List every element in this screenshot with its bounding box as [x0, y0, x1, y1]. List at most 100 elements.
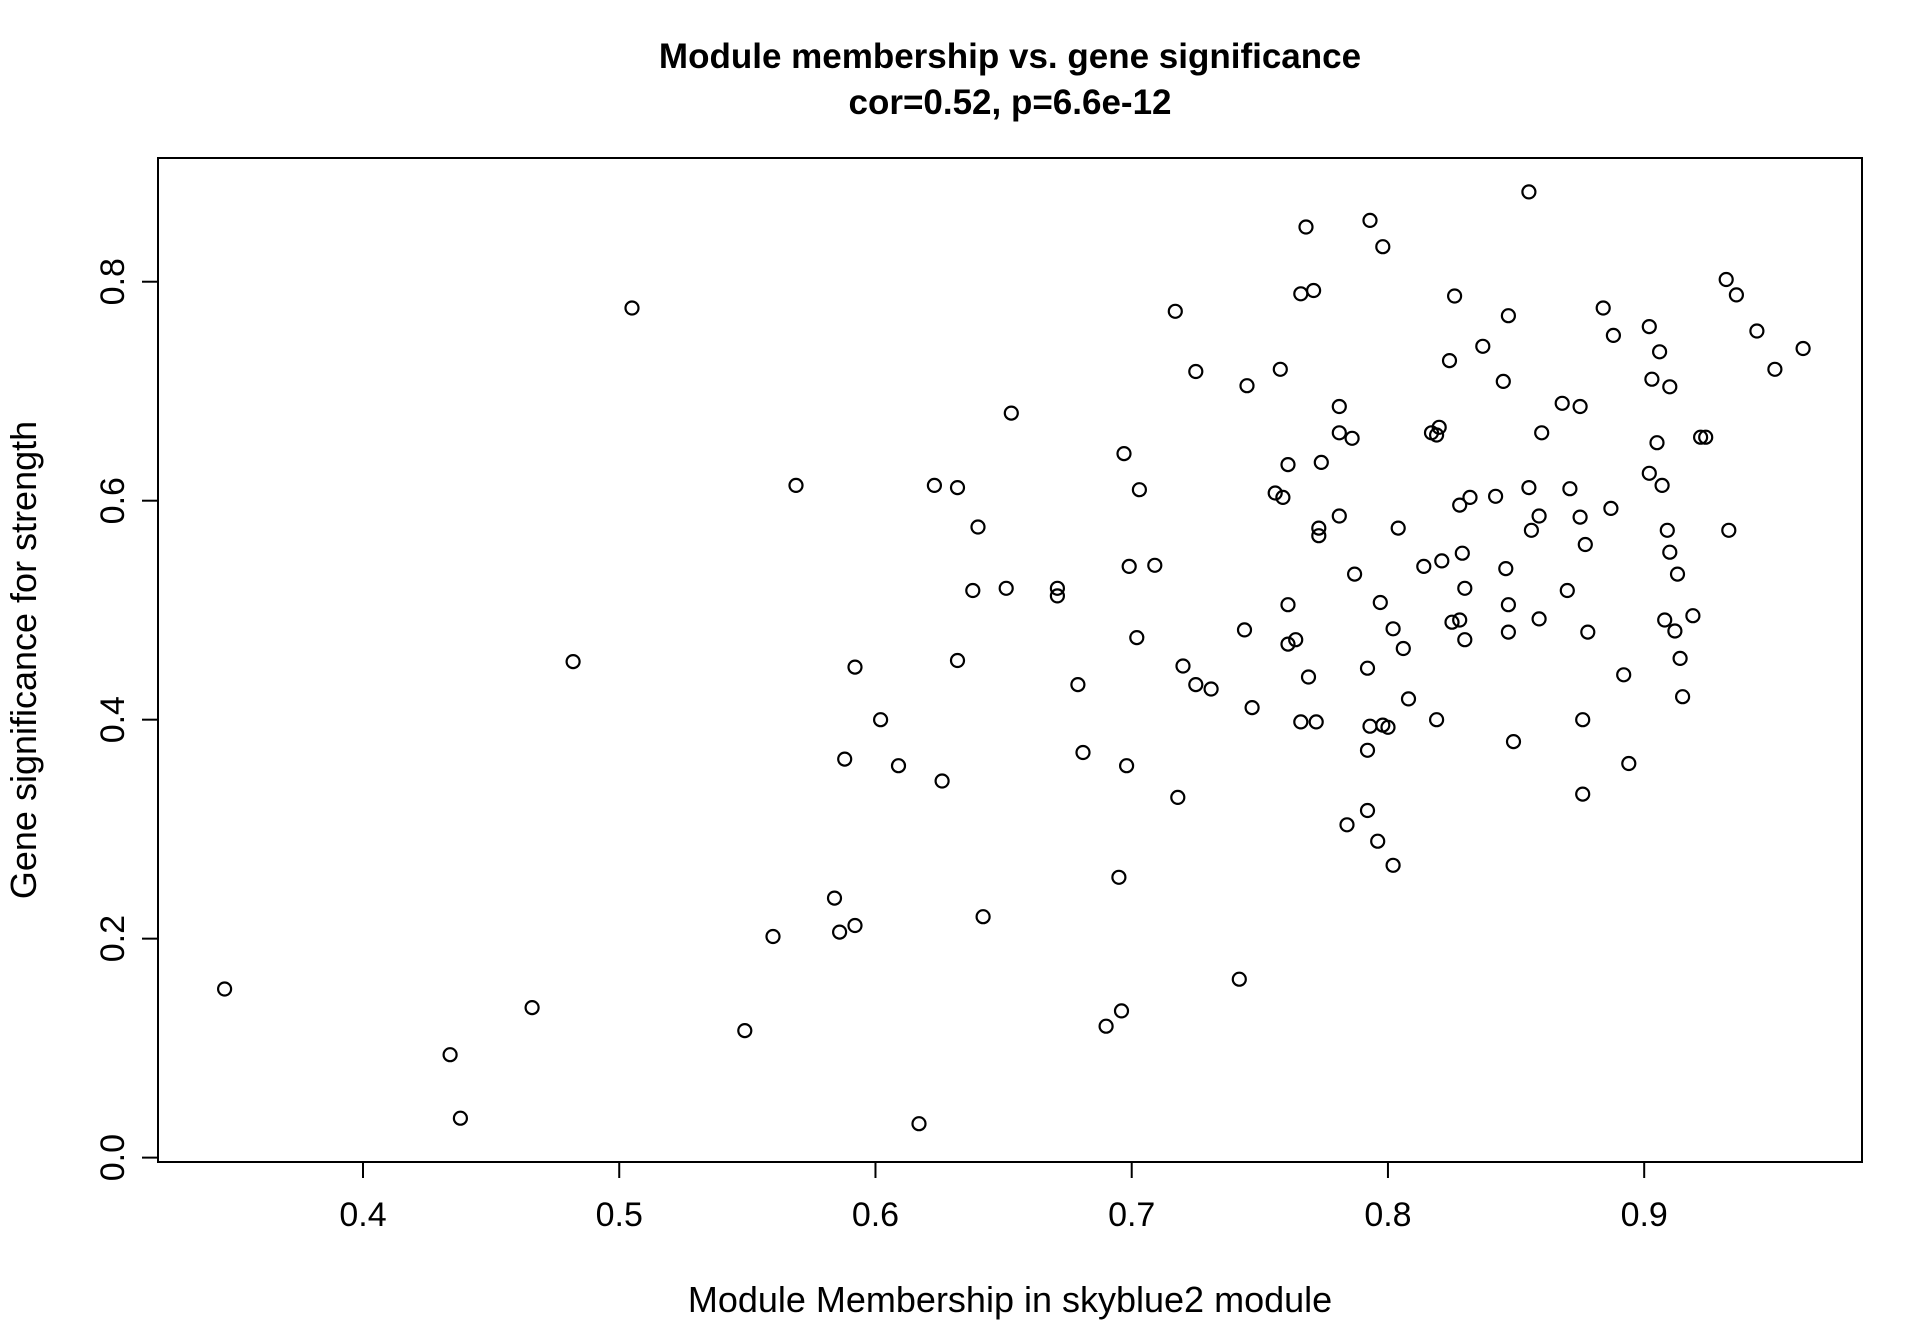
data-point [1685, 608, 1701, 624]
data-point [1362, 212, 1378, 228]
data-point [1372, 594, 1388, 611]
data-point [1375, 239, 1391, 255]
data-point [1505, 733, 1522, 750]
data-point [1298, 219, 1314, 235]
data-point [1444, 614, 1460, 630]
x-tick-label: 0.8 [1364, 1196, 1411, 1234]
data-point [1147, 557, 1163, 573]
data-point [1428, 712, 1445, 728]
data-point [1049, 580, 1066, 596]
data-point [934, 773, 950, 789]
data-point [1311, 520, 1327, 536]
data-point [1605, 327, 1622, 343]
data-point [826, 890, 843, 906]
data-point [1452, 612, 1468, 628]
data-point [1498, 560, 1514, 577]
data-point [1531, 611, 1547, 627]
data-point [1188, 363, 1204, 380]
data-point [1305, 282, 1322, 299]
data-point [1434, 553, 1450, 569]
data-point [1231, 971, 1247, 987]
data-point [1562, 481, 1578, 497]
data-point [1070, 676, 1086, 693]
data-point [1293, 286, 1309, 302]
data-point [452, 1110, 468, 1126]
data-point [1692, 429, 1709, 445]
data-point [1795, 340, 1811, 357]
y-axis-label: Gene significance for strength [3, 421, 44, 899]
data-point [1416, 558, 1432, 575]
data-point [1572, 398, 1588, 415]
data-point [1111, 869, 1127, 885]
data-point [1129, 629, 1145, 646]
data-point [1113, 1003, 1130, 1019]
data-point [1385, 857, 1401, 873]
data-point [1577, 536, 1593, 553]
data-point [949, 652, 966, 669]
y-tick-label: 0.2 [94, 915, 132, 962]
data-point [1380, 719, 1396, 735]
x-tick-label: 0.4 [339, 1196, 386, 1234]
data-point [975, 909, 991, 925]
data-point [847, 917, 863, 934]
data-point [1236, 622, 1253, 638]
data-point [1595, 300, 1611, 316]
data-point [1654, 477, 1670, 493]
x-axis-label: Module Membership in skyblue2 module [688, 1279, 1332, 1320]
data-point [890, 758, 907, 774]
data-point [1641, 465, 1657, 481]
y-axis-ticks: 0.0 0.2 0.4 0.6 0.8 [94, 258, 158, 1181]
data-point [1521, 480, 1537, 496]
data-point [1462, 489, 1478, 505]
data-point [1203, 681, 1219, 697]
data-point [1308, 714, 1324, 730]
data-points [217, 184, 1811, 1132]
y-tick-label: 0.8 [94, 258, 132, 305]
data-point [1523, 522, 1540, 538]
data-point [1267, 485, 1283, 501]
data-point [1644, 371, 1660, 387]
chart-subtitle: cor=0.52, p=6.6e-12 [849, 83, 1172, 122]
data-point [1500, 597, 1517, 613]
data-point [1280, 457, 1296, 473]
x-tick-label: 0.6 [852, 1196, 899, 1234]
data-point [1674, 689, 1691, 705]
data-point [1370, 833, 1386, 849]
data-point [1049, 588, 1066, 604]
data-point [1500, 308, 1517, 324]
data-point [970, 519, 986, 535]
data-point [1721, 522, 1737, 538]
data-point [1118, 758, 1135, 774]
data-point [765, 928, 781, 945]
data-point [1649, 435, 1665, 451]
data-point [1131, 482, 1148, 498]
data-point [1331, 508, 1347, 524]
data-point [1400, 691, 1417, 707]
data-point [1495, 373, 1511, 389]
data-point [1446, 288, 1463, 304]
data-point [1116, 446, 1132, 462]
data-point [1698, 429, 1714, 445]
data-point [1651, 344, 1668, 360]
data-point [1188, 676, 1204, 693]
data-point [1346, 566, 1363, 582]
data-point [1621, 755, 1637, 772]
data-point [1500, 624, 1517, 640]
data-point [1339, 817, 1355, 833]
x-tick-label: 0.9 [1621, 1196, 1668, 1234]
x-tick-label: 0.5 [596, 1196, 643, 1234]
data-point [1272, 361, 1288, 377]
data-point [217, 981, 233, 997]
data-point [1641, 319, 1657, 335]
data-point [1311, 528, 1327, 544]
data-point [624, 300, 640, 316]
data-point [1359, 660, 1376, 676]
x-axis-ticks: 0.4 0.5 0.6 0.7 0.8 0.9 [339, 1162, 1668, 1234]
data-point [1657, 612, 1673, 628]
data-point [1280, 597, 1296, 613]
data-point [872, 712, 889, 728]
data-point [1452, 497, 1468, 513]
data-point [1667, 623, 1683, 639]
data-point [1521, 184, 1537, 200]
data-point [926, 477, 943, 493]
